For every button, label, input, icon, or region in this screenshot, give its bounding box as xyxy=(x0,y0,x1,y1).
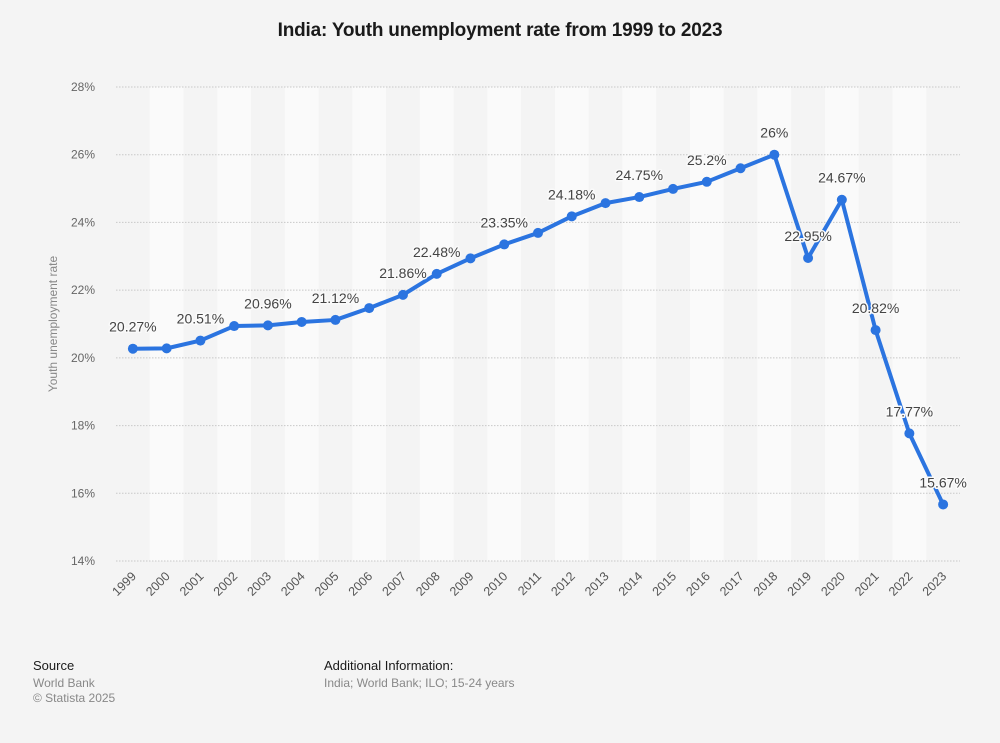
data-point xyxy=(330,314,341,325)
data-label: 22.48% xyxy=(413,244,460,260)
y-tick-label: 16% xyxy=(71,486,95,500)
gridlines xyxy=(116,86,960,562)
x-tick-label: 2020 xyxy=(818,569,848,599)
data-point xyxy=(431,268,442,279)
data-point xyxy=(296,316,307,327)
data-point xyxy=(735,163,746,174)
column-band xyxy=(419,87,454,561)
x-tick-label: 2013 xyxy=(582,569,612,599)
data-label: 15.67% xyxy=(919,474,966,490)
x-tick-label: 2018 xyxy=(751,569,781,599)
y-axis-label: Youth unemployment rate xyxy=(46,256,60,393)
column-band xyxy=(622,87,657,561)
y-tick-label: 28% xyxy=(71,80,95,94)
data-label: 24.75% xyxy=(616,167,663,183)
series-line-group xyxy=(127,149,949,510)
y-tick-label: 20% xyxy=(71,351,95,365)
x-tick-label: 2008 xyxy=(413,569,443,599)
data-point xyxy=(229,321,240,332)
data-label: 21.12% xyxy=(312,290,359,306)
data-label: 24.18% xyxy=(548,186,595,202)
data-label: 23.35% xyxy=(480,214,527,230)
column-band xyxy=(757,87,792,561)
data-point xyxy=(870,325,881,336)
x-tick-label: 2014 xyxy=(616,569,646,599)
data-point xyxy=(195,335,206,346)
data-label: 24.67% xyxy=(818,170,865,186)
data-point xyxy=(499,239,510,250)
x-tick-label: 2001 xyxy=(177,569,207,599)
x-tick-label: 2007 xyxy=(380,569,410,599)
data-label: 20.51% xyxy=(177,311,224,327)
y-tick-label: 24% xyxy=(71,215,95,229)
column-band xyxy=(892,87,927,561)
x-tick-label: 2019 xyxy=(785,569,815,599)
y-tick-label: 14% xyxy=(71,554,95,568)
x-tick-label: 2003 xyxy=(244,569,274,599)
data-point xyxy=(668,183,679,194)
data-point xyxy=(600,198,611,209)
data-point xyxy=(397,289,408,300)
x-tick-label: 2022 xyxy=(886,569,916,599)
data-point xyxy=(161,343,172,354)
x-tick-label: 2023 xyxy=(920,569,950,599)
data-point xyxy=(803,252,814,263)
data-point xyxy=(533,227,543,238)
x-axis-ticks: 1999 2000 2001 2002 2003 2004 2005 2006 2007 2008… xyxy=(109,569,949,599)
data-label: 20.27% xyxy=(109,319,156,335)
data-label: 17.77% xyxy=(886,403,933,419)
y-axis-ticks: 14% 16% 18% 20% 22% 24% 26% 28% xyxy=(71,80,95,568)
x-tick-label: 2005 xyxy=(312,569,342,599)
column-bands xyxy=(149,87,927,561)
x-tick-label: 2006 xyxy=(346,569,376,599)
data-point xyxy=(566,211,577,222)
source-line-2: © Statista 2025 xyxy=(33,691,116,705)
source-line-1: World Bank xyxy=(33,676,95,690)
x-tick-label: 2012 xyxy=(548,569,578,599)
data-point xyxy=(634,192,645,203)
data-label: 20.96% xyxy=(244,295,291,311)
x-tick-label: 2011 xyxy=(515,569,544,598)
x-tick-label: 2010 xyxy=(481,569,511,599)
additional-info-heading: Additional Information: xyxy=(324,658,454,673)
column-band xyxy=(487,87,522,561)
data-point xyxy=(465,253,476,264)
x-tick-label: 2016 xyxy=(683,569,713,599)
data-labels: 20.27% 20.51% 20.96% 21.12% 21.86% 22.48% 23.3… xyxy=(108,123,969,492)
x-tick-label: 2004 xyxy=(278,569,308,599)
x-tick-label: 2021 xyxy=(852,569,882,599)
x-tick-label: 2015 xyxy=(650,569,680,599)
y-tick-label: 18% xyxy=(71,419,95,433)
data-point xyxy=(701,176,712,187)
y-tick-label: 22% xyxy=(71,283,95,297)
x-tick-label: 2002 xyxy=(211,569,241,599)
x-tick-label: 2000 xyxy=(143,569,173,599)
column-band xyxy=(824,87,859,561)
data-label: 26% xyxy=(760,125,788,141)
data-point xyxy=(127,343,138,354)
column-band xyxy=(689,87,724,561)
x-tick-label: 2009 xyxy=(447,569,477,599)
data-point xyxy=(938,499,949,510)
x-tick-label: 1999 xyxy=(109,569,139,599)
chart-title: India: Youth unemployment rate from 1999… xyxy=(277,20,723,41)
additional-info-text: India; World Bank; ILO; 15-24 years xyxy=(324,676,515,690)
data-point xyxy=(262,320,273,331)
data-point xyxy=(364,303,375,314)
column-band xyxy=(554,87,589,561)
data-point xyxy=(836,194,847,205)
y-tick-label: 26% xyxy=(71,148,95,162)
data-label: 25.2% xyxy=(687,152,727,168)
column-band xyxy=(352,87,387,561)
x-tick-label: 2017 xyxy=(717,569,747,599)
data-point xyxy=(904,428,915,439)
series-line xyxy=(130,152,946,507)
source-heading: Source xyxy=(33,658,75,673)
data-label: 20.82% xyxy=(852,300,899,316)
data-point xyxy=(769,149,780,160)
data-label: 21.86% xyxy=(379,265,426,281)
column-band xyxy=(149,87,184,561)
data-label: 22.95% xyxy=(784,228,831,244)
chart-svg: 14%16%18%20%22%24%26%28% 1999 2000 2001 200… xyxy=(46,80,969,599)
